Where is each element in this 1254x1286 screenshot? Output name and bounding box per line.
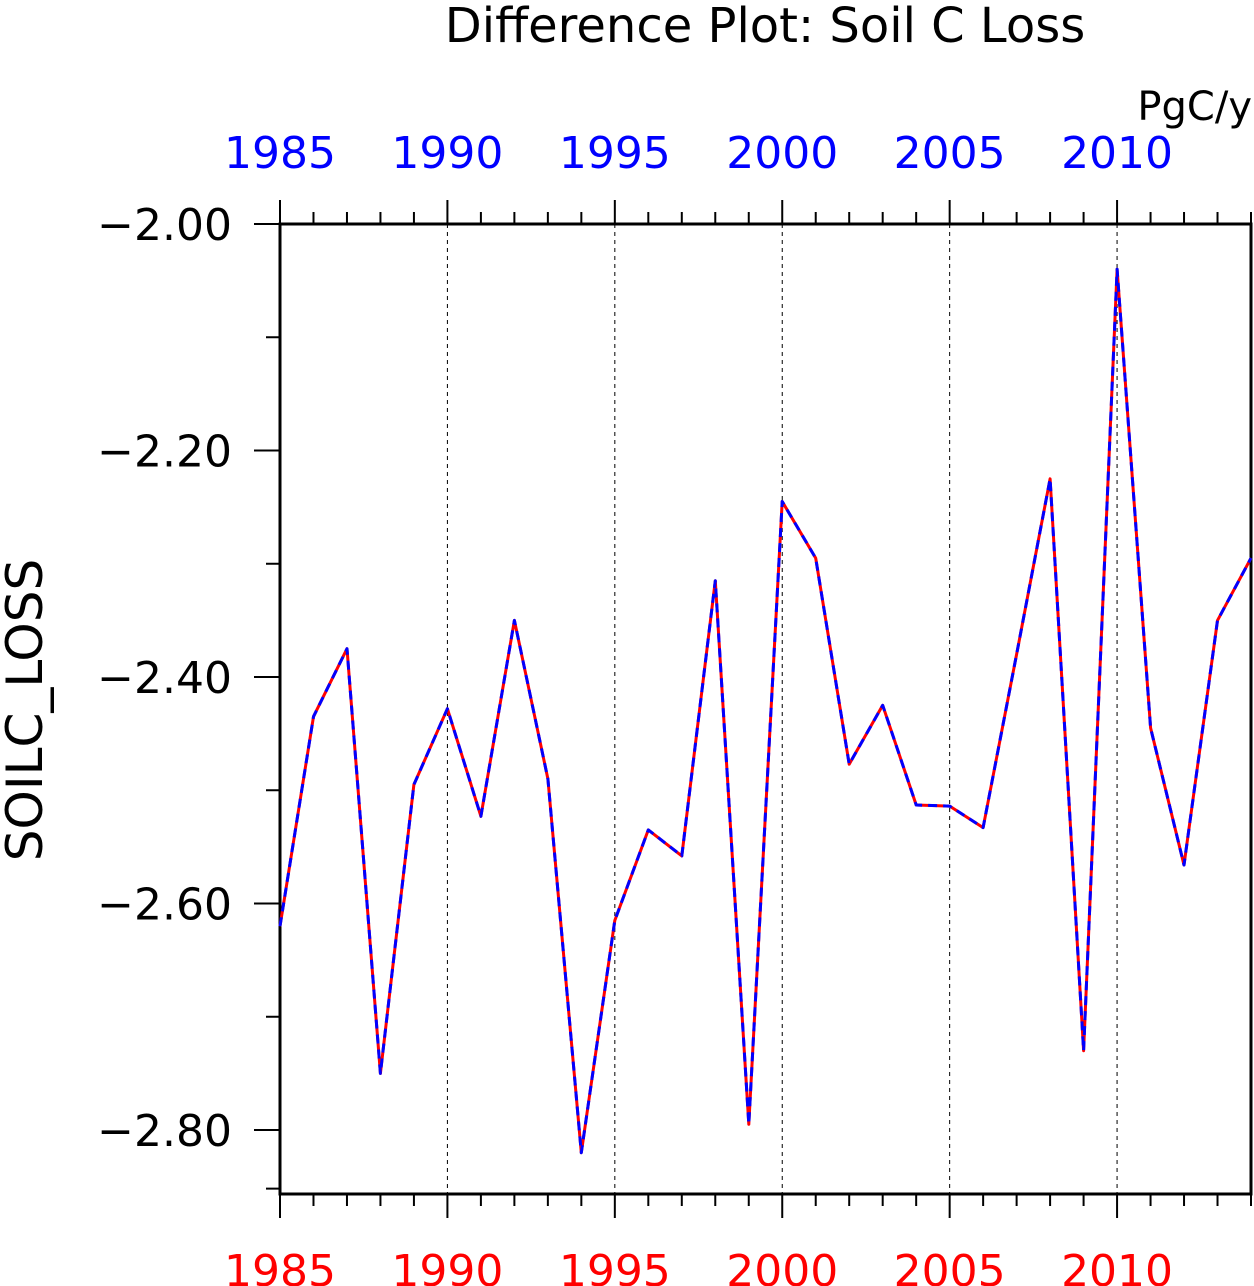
top-x-tick-label: 2000	[726, 128, 838, 179]
top-x-tick-label: 1990	[391, 128, 503, 179]
bottom-x-tick-label: 2010	[1061, 1246, 1173, 1286]
chart-title: Difference Plot: Soil C Loss	[445, 0, 1085, 54]
top-x-tick-label: 1995	[559, 128, 671, 179]
series-line-blue-dashed	[278, 267, 1253, 1155]
y-axis-label: SOILC_LOSS	[0, 559, 54, 862]
bottom-x-tick-label: 1985	[224, 1246, 336, 1286]
bottom-x-tick-label: 2000	[726, 1246, 838, 1286]
bottom-x-tick-label: 1995	[559, 1246, 671, 1286]
y-tick-label: −2.20	[97, 427, 232, 478]
units-label: PgC/y	[1137, 84, 1252, 130]
series-line-red	[278, 267, 1253, 1155]
y-tick-label: −2.60	[97, 880, 232, 931]
top-x-tick-label: 1985	[224, 128, 336, 179]
bottom-x-tick-label: 2005	[894, 1246, 1006, 1286]
top-x-tick-label: 2005	[894, 128, 1006, 179]
y-tick-label: −2.40	[97, 653, 232, 704]
plot-frame	[278, 222, 1253, 1196]
plot-area: 1985 1985 1990 1990 1995 1995 2000 2000 2005 2005…	[97, 128, 1253, 1286]
top-x-tick-label: 2010	[1061, 128, 1173, 179]
y-tick-label: −2.80	[97, 1106, 232, 1157]
y-tick-label: −2.00	[97, 200, 232, 251]
bottom-x-tick-label: 1990	[391, 1246, 503, 1286]
